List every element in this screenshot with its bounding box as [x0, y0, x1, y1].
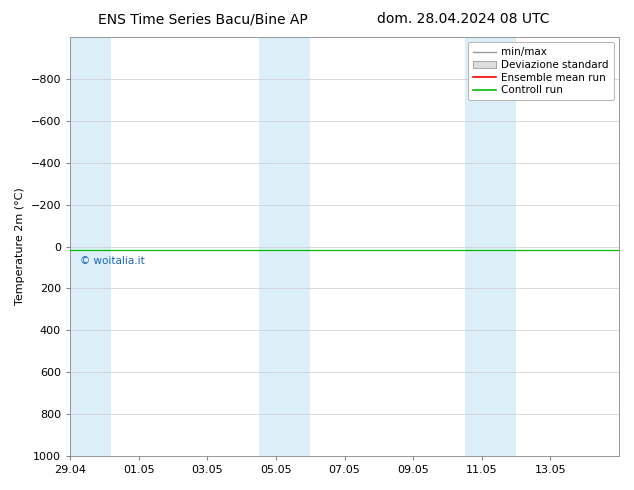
Bar — [465, 37, 516, 456]
Y-axis label: Temperature 2m (°C): Temperature 2m (°C) — [15, 188, 25, 305]
Bar — [53, 37, 111, 456]
Text: dom. 28.04.2024 08 UTC: dom. 28.04.2024 08 UTC — [377, 12, 549, 26]
Legend: min/max, Deviazione standard, Ensemble mean run, Controll run: min/max, Deviazione standard, Ensemble m… — [468, 42, 614, 100]
Text: © woitalia.it: © woitalia.it — [81, 256, 145, 266]
Bar — [259, 37, 310, 456]
Text: ENS Time Series Bacu/Bine AP: ENS Time Series Bacu/Bine AP — [98, 12, 307, 26]
